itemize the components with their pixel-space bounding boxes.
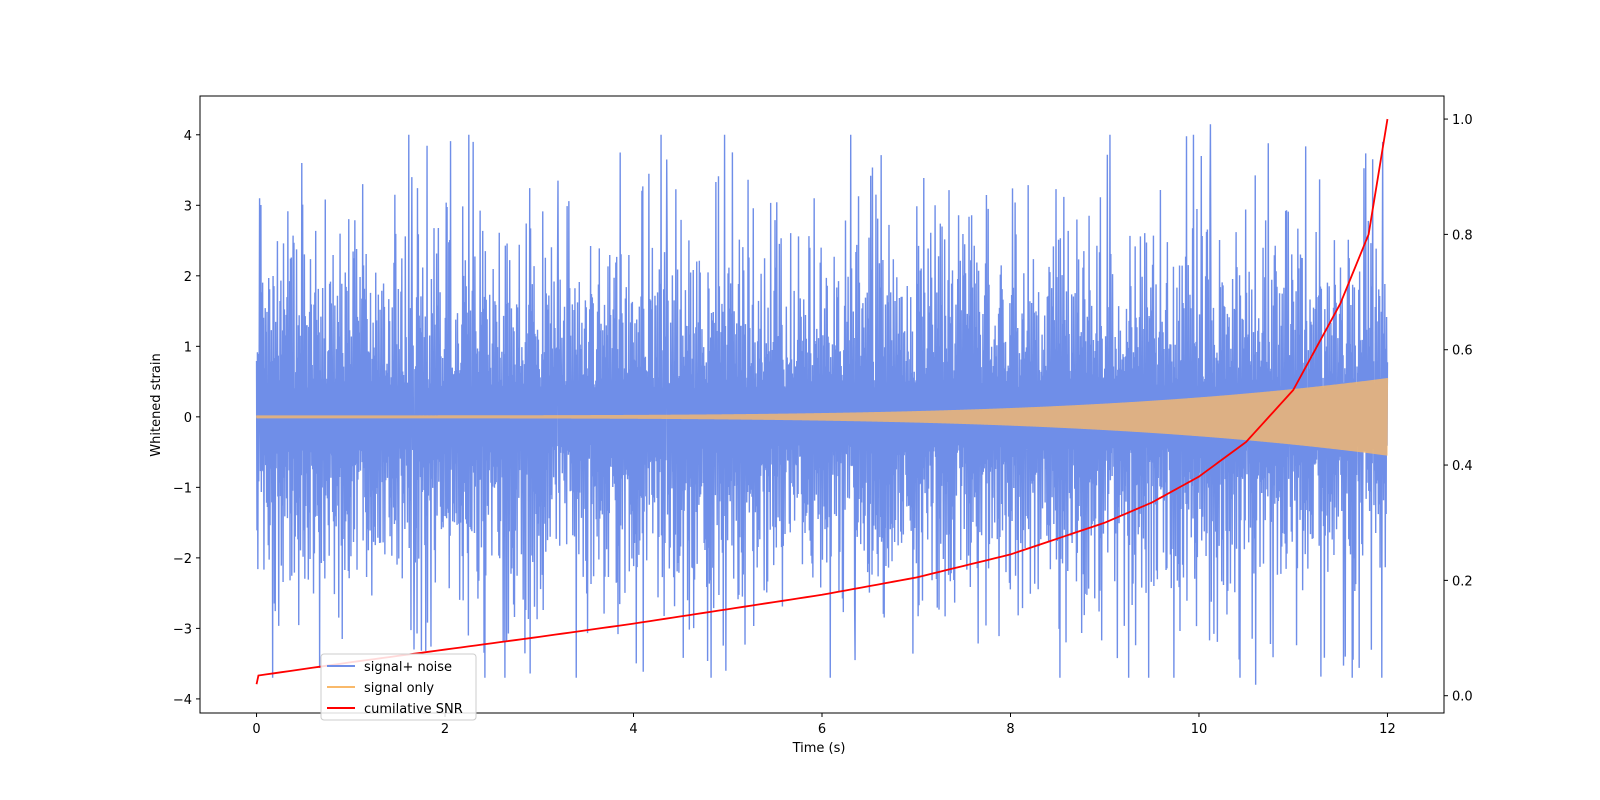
- y-tick-label: −1: [173, 481, 192, 496]
- y-tick-label: −4: [173, 693, 192, 708]
- signal-only-series: [255, 378, 1389, 456]
- y2-tick-label: 0.0: [1452, 690, 1473, 705]
- y2-tick-label: 1.0: [1452, 113, 1473, 128]
- legend-label-signal-noise: signal+ noise: [364, 660, 452, 675]
- cumulative-snr-line: [255, 118, 1389, 685]
- y2-axis-ticks: 0.0 0.2 0.4 0.6 0.8 1.0: [1444, 113, 1473, 705]
- legend-label-signal-only: signal only: [364, 681, 434, 696]
- y-tick-label: 0: [184, 411, 192, 426]
- y-tick-label: 4: [184, 129, 192, 144]
- signal-only-line: [255, 378, 1389, 456]
- y-tick-label: 1: [184, 340, 192, 355]
- legend-box: [320, 653, 477, 721]
- y2-tick-label: 0.6: [1452, 344, 1473, 359]
- x-tick-label: 2: [441, 722, 449, 737]
- x-tick-label: 12: [1379, 722, 1396, 737]
- y-tick-label: 3: [184, 199, 192, 214]
- cumulative-snr-series: [255, 118, 1389, 685]
- x-tick-label: 8: [1006, 722, 1014, 737]
- x-tick-label: 4: [629, 722, 637, 737]
- y-tick-label: −2: [173, 552, 192, 567]
- y2-tick-label: 0.4: [1452, 459, 1473, 474]
- y2-tick-label: 0.2: [1452, 574, 1473, 589]
- y-axis-label: Whitened strain: [149, 353, 164, 456]
- y-tick-label: −3: [173, 622, 192, 637]
- y2-tick-label: 0.8: [1452, 228, 1473, 243]
- legend-label-cumulative-snr: cumilative SNR: [364, 702, 463, 717]
- x-tick-label: 6: [818, 722, 826, 737]
- y-axis-ticks: −4 −3 −2 −1 0 1 2 3 4: [173, 129, 200, 708]
- x-axis-ticks: 0 2 4 6 8 10 12: [252, 713, 1396, 737]
- x-axis-label: Time (s): [792, 741, 846, 756]
- x-tick-label: 10: [1191, 722, 1208, 737]
- legend: signal+ noise signal only cumilative SNR: [320, 653, 477, 721]
- y-tick-label: 2: [184, 270, 192, 285]
- x-tick-label: 0: [252, 722, 260, 737]
